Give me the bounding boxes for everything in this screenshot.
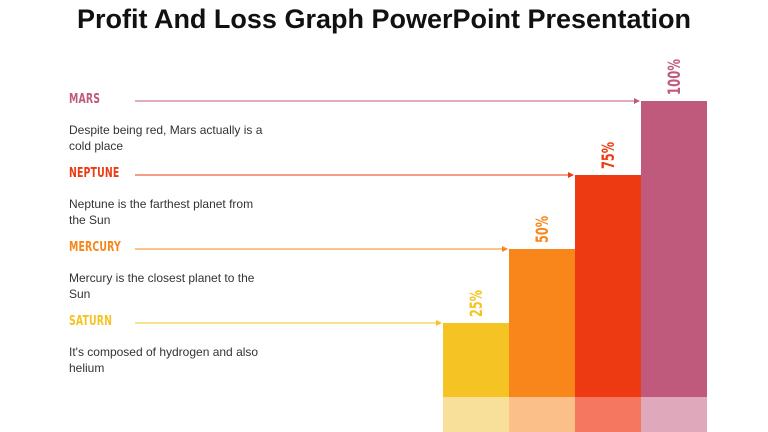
category-label-mercury: MERCURY	[69, 240, 121, 255]
data-label: 25%	[467, 290, 487, 317]
category-description: Neptune is the farthest planet from the …	[69, 197, 254, 227]
category-description: Despite being red, Mars actually is a co…	[69, 123, 263, 153]
bar-base-saturn	[443, 397, 509, 432]
category-label-neptune: NEPTUNE	[69, 166, 120, 181]
data-label: 100%	[665, 59, 685, 95]
category-description: Mercury is the closest planet to the Sun	[69, 271, 255, 301]
arrow-head-icon	[634, 98, 640, 104]
bar-neptune	[575, 175, 641, 397]
category-description: It's composed of hydrogen and also heliu…	[69, 345, 259, 375]
bar-saturn	[443, 323, 509, 397]
page-title: Profit And Loss Graph PowerPoint Present…	[76, 4, 692, 34]
arrow-head-icon	[502, 246, 508, 252]
bar-base-mercury	[509, 397, 575, 432]
arrow-head-icon	[568, 172, 574, 178]
arrow-head-icon	[436, 320, 442, 326]
category-label-mars: MARS	[69, 92, 101, 107]
bar-base-neptune	[575, 397, 641, 432]
bar-mercury	[509, 249, 575, 397]
data-label: 75%	[599, 142, 619, 169]
category-label-saturn: SATURN	[69, 314, 113, 329]
bar-mars	[641, 101, 707, 397]
bar-base-mars	[641, 397, 707, 432]
data-label: 50%	[533, 216, 553, 243]
